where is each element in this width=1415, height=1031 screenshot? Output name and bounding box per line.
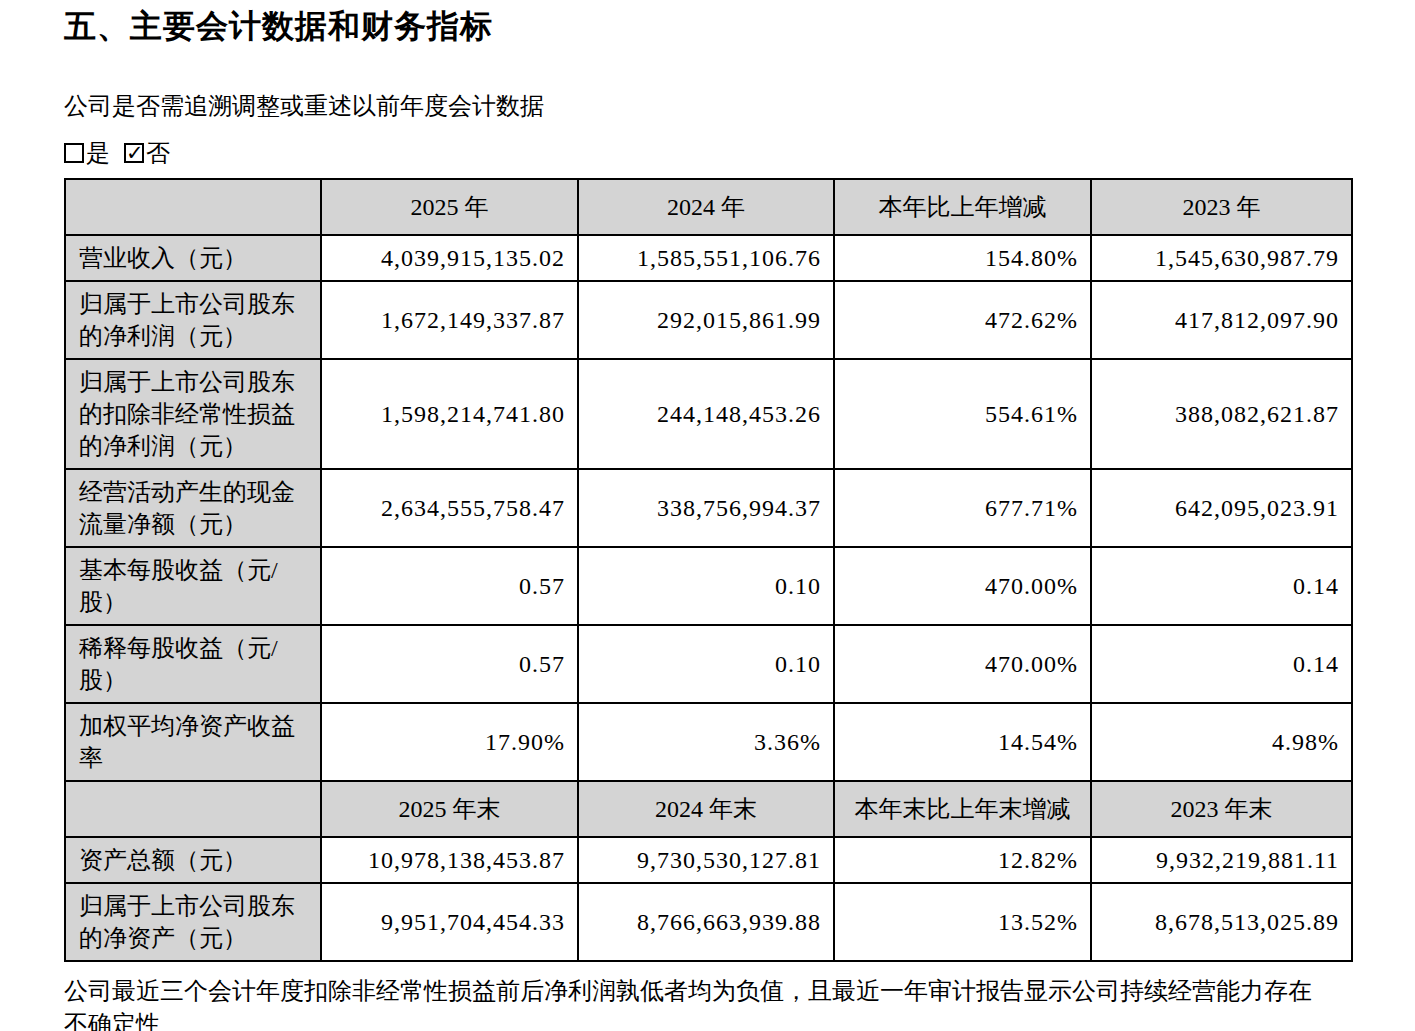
cell-2025: 0.57 (321, 547, 578, 625)
row-label-cell: 资产总额（元） (65, 837, 321, 883)
cell-2025: 1,598,214,741.80 (321, 359, 578, 469)
checkbox-unchecked-icon (64, 143, 84, 163)
header-2024-end: 2024 年末 (578, 781, 834, 837)
cell-2025-end: 9,951,704,454.33 (321, 883, 578, 961)
cell-2025-end: 10,978,138,453.87 (321, 837, 578, 883)
row-label-cell: 稀释每股收益（元/股） (65, 625, 321, 703)
cell-2024: 244,148,453.26 (578, 359, 834, 469)
option-no-label: 否 (146, 138, 170, 168)
period-header-row: 2025 年 2024 年 本年比上年增减 2023 年 (65, 179, 1352, 235)
row-total-assets: 资产总额（元） 10,978,138,453.87 9,730,530,127.… (65, 837, 1352, 883)
row-label-cell: 经营活动产生的现金流量净额（元） (65, 469, 321, 547)
row-operating-revenue: 营业收入（元） 4,039,915,135.02 1,585,551,106.7… (65, 235, 1352, 281)
header-empty-cell (65, 781, 321, 837)
header-2025: 2025 年 (321, 179, 578, 235)
document-page: 五、主要会计数据和财务指标 公司是否需追溯调整或重述以前年度会计数据 是 否 2… (0, 0, 1415, 1031)
row-label-cell: 基本每股收益（元/股） (65, 547, 321, 625)
cell-2023-end: 8,678,513,025.89 (1091, 883, 1352, 961)
cell-2024: 3.36% (578, 703, 834, 781)
cell-2025: 4,039,915,135.02 (321, 235, 578, 281)
cell-2024-end: 9,730,530,127.81 (578, 837, 834, 883)
going-concern-footnote: 公司最近三个会计年度扣除非经常性损益前后净利润孰低者均为负值，且最近一年审计报告… (64, 975, 1324, 1031)
cell-2024: 338,756,994.37 (578, 469, 834, 547)
cell-yoy-change: 470.00% (834, 547, 1091, 625)
header-2025-end: 2025 年末 (321, 781, 578, 837)
header-end-change: 本年末比上年末增减 (834, 781, 1091, 837)
cell-end-change: 12.82% (834, 837, 1091, 883)
cell-2025: 0.57 (321, 625, 578, 703)
restatement-question: 公司是否需追溯调整或重述以前年度会计数据 (64, 90, 1355, 122)
row-basic-eps: 基本每股收益（元/股） 0.57 0.10 470.00% 0.14 (65, 547, 1352, 625)
header-empty-cell (65, 179, 321, 235)
cell-2023: 417,812,097.90 (1091, 281, 1352, 359)
cell-2023: 0.14 (1091, 625, 1352, 703)
cell-yoy-change: 677.71% (834, 469, 1091, 547)
cell-end-change: 13.52% (834, 883, 1091, 961)
cell-yoy-change: 14.54% (834, 703, 1091, 781)
option-no: 否 (124, 138, 170, 168)
header-2023: 2023 年 (1091, 179, 1352, 235)
cell-2025: 2,634,555,758.47 (321, 469, 578, 547)
row-label-cell: 归属于上市公司股东的净利润（元） (65, 281, 321, 359)
cell-yoy-change: 154.80% (834, 235, 1091, 281)
period-end-header-row: 2025 年末 2024 年末 本年末比上年末增减 2023 年末 (65, 781, 1352, 837)
cell-2024-end: 8,766,663,939.88 (578, 883, 834, 961)
cell-2025: 17.90% (321, 703, 578, 781)
row-weighted-avg-roe: 加权平均净资产收益率 17.90% 3.36% 14.54% 4.98% (65, 703, 1352, 781)
row-net-assets-attributable: 归属于上市公司股东的净资产（元） 9,951,704,454.33 8,766,… (65, 883, 1352, 961)
cell-2024: 292,015,861.99 (578, 281, 834, 359)
row-label-cell: 营业收入（元） (65, 235, 321, 281)
row-operating-cash-flow: 经营活动产生的现金流量净额（元） 2,634,555,758.47 338,75… (65, 469, 1352, 547)
section-title: 五、主要会计数据和财务指标 (64, 6, 1355, 46)
restatement-answer: 是 否 (64, 138, 1355, 168)
cell-2024: 1,585,551,106.76 (578, 235, 834, 281)
cell-2023: 0.14 (1091, 547, 1352, 625)
cell-2023-end: 9,932,219,881.11 (1091, 837, 1352, 883)
cell-yoy-change: 472.62% (834, 281, 1091, 359)
cell-yoy-change: 470.00% (834, 625, 1091, 703)
row-label-cell: 加权平均净资产收益率 (65, 703, 321, 781)
row-label-cell: 归属于上市公司股东的扣除非经常性损益的净利润（元） (65, 359, 321, 469)
cell-2024: 0.10 (578, 547, 834, 625)
cell-2024: 0.10 (578, 625, 834, 703)
checkbox-checked-icon (124, 143, 144, 163)
financial-indicators-table: 2025 年 2024 年 本年比上年增减 2023 年 营业收入（元） 4,0… (64, 178, 1353, 962)
row-net-profit-excl-nonrecurring: 归属于上市公司股东的扣除非经常性损益的净利润（元） 1,598,214,741.… (65, 359, 1352, 469)
cell-yoy-change: 554.61% (834, 359, 1091, 469)
header-yoy-change: 本年比上年增减 (834, 179, 1091, 235)
cell-2023: 642,095,023.91 (1091, 469, 1352, 547)
row-diluted-eps: 稀释每股收益（元/股） 0.57 0.10 470.00% 0.14 (65, 625, 1352, 703)
row-label-cell: 归属于上市公司股东的净资产（元） (65, 883, 321, 961)
option-yes-label: 是 (86, 138, 110, 168)
header-2024: 2024 年 (578, 179, 834, 235)
cell-2023: 388,082,621.87 (1091, 359, 1352, 469)
cell-2023: 1,545,630,987.79 (1091, 235, 1352, 281)
header-2023-end: 2023 年末 (1091, 781, 1352, 837)
row-net-profit-attributable: 归属于上市公司股东的净利润（元） 1,672,149,337.87 292,01… (65, 281, 1352, 359)
option-yes: 是 (64, 138, 110, 168)
cell-2025: 1,672,149,337.87 (321, 281, 578, 359)
cell-2023: 4.98% (1091, 703, 1352, 781)
